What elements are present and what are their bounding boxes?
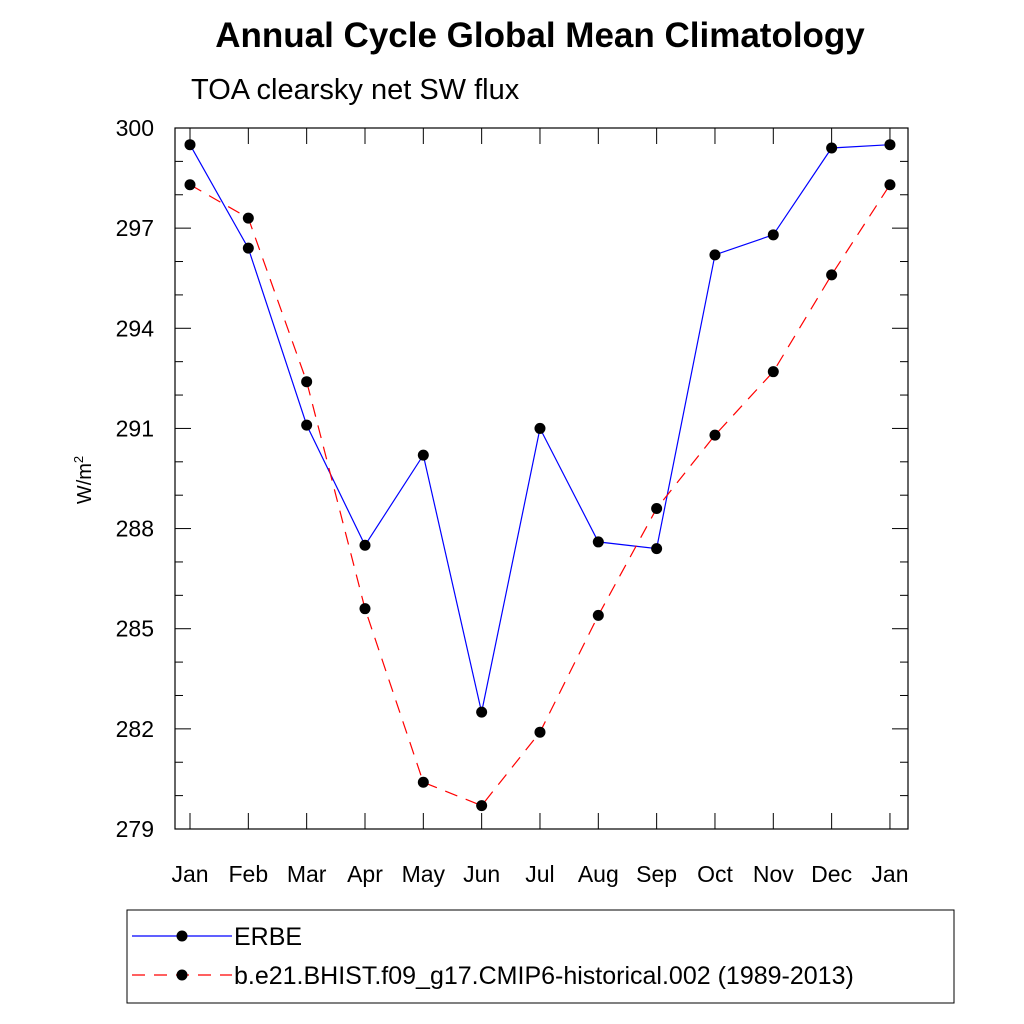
data-point [592,609,604,621]
y-tick-label: 291 [116,415,154,441]
y-tick-label: 297 [116,215,154,241]
x-tick-label: Jun [463,861,500,887]
x-tick-label: Apr [347,861,383,887]
x-tick-label: Oct [697,861,733,887]
data-point [534,422,546,434]
data-point [826,269,838,281]
legend-marker [176,969,188,981]
data-point [417,449,429,461]
data-point [534,726,546,738]
y-axis-label: W/m2 [71,456,96,504]
series-line [189,184,891,807]
data-point [767,366,779,378]
data-point [709,429,721,441]
data-point [826,142,838,154]
x-tick-label: Sep [636,861,677,887]
chart-subtitle: TOA clearsky net SW flux [191,74,520,106]
legend-label: b.e21.BHIST.f09_g17.CMIP6-historical.002… [234,962,854,990]
data-point [184,139,196,151]
data-point [651,543,663,555]
data-point [242,242,254,254]
data-point [301,376,313,388]
x-tick-label: Jan [871,861,908,887]
y-axis-label-unit: W/m [74,463,96,504]
x-tick-label: Mar [287,861,327,887]
data-point [184,179,196,191]
data-point [884,179,896,191]
series-1 [184,139,896,718]
data-point [301,419,313,431]
y-tick-label: 285 [116,616,154,642]
legend-marker [176,930,188,942]
x-tick-label: Dec [811,861,852,887]
data-point [884,139,896,151]
x-tick-label: Jan [171,861,208,887]
y-tick-label: 279 [116,816,154,842]
x-tick-label: Aug [578,861,619,887]
data-point [359,539,371,551]
series-layer [184,139,896,812]
data-point [651,503,663,515]
x-tick-label: Feb [229,861,269,887]
data-point [709,249,721,261]
plot-axes: 279 282 285 288 291 294 297 300 Jan Feb Mar Apr May J… [116,115,909,887]
data-point [592,536,604,548]
x-tick-label: Jul [525,861,554,887]
y-axis-label-exponent: 2 [71,456,86,463]
series-2 [184,179,896,812]
legend: ERBE b.e21.BHIST.f09_g17.CMIP6-historical… [132,923,854,990]
data-point [359,603,371,615]
x-tick-label: May [402,861,446,887]
data-point [476,800,488,812]
y-tick-label: 282 [116,716,154,742]
chart-title: Annual Cycle Global Mean Climatology [215,16,865,55]
x-tick-label: Nov [753,861,794,887]
legend-label: ERBE [234,923,302,951]
y-tick-label: 294 [116,315,155,341]
data-point [476,706,488,718]
y-tick-label: 300 [116,115,154,141]
data-point [242,212,254,224]
y-tick-label: 288 [116,516,154,542]
legend-box [126,909,955,1004]
data-point [417,776,429,788]
data-point [767,229,779,241]
plot-frame [174,127,909,830]
